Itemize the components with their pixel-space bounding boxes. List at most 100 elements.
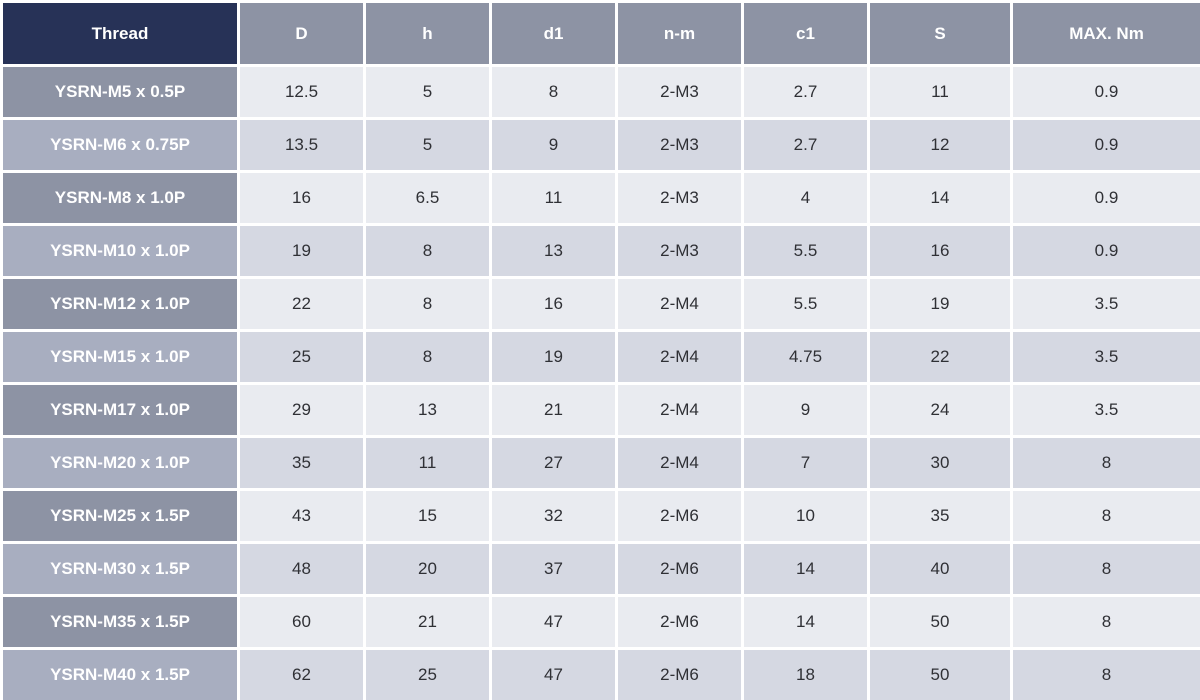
data-cell: 22 — [240, 279, 363, 329]
data-cell: 40 — [870, 544, 1010, 594]
data-cell: 35 — [240, 438, 363, 488]
row-label: YSRN-M20 x 1.0P — [3, 438, 237, 488]
data-cell: 19 — [240, 226, 363, 276]
data-cell: 10 — [744, 491, 867, 541]
data-cell: 2-M3 — [618, 173, 741, 223]
data-cell: 47 — [492, 650, 615, 700]
row-label: YSRN-M5 x 0.5P — [3, 67, 237, 117]
data-cell: 8 — [366, 332, 489, 382]
data-cell: 8 — [492, 67, 615, 117]
data-cell: 8 — [1013, 544, 1200, 594]
data-cell: 60 — [240, 597, 363, 647]
data-cell: 9 — [744, 385, 867, 435]
row-label: YSRN-M40 x 1.5P — [3, 650, 237, 700]
row-label: YSRN-M15 x 1.0P — [3, 332, 237, 382]
row-label: YSRN-M30 x 1.5P — [3, 544, 237, 594]
table-header-row: Thread D h d1 n-m c1 S MAX. Nm — [3, 3, 1200, 64]
table-row: YSRN-M40 x 1.5P 62 25 47 2-M6 18 50 8 — [3, 650, 1200, 700]
data-cell: 27 — [492, 438, 615, 488]
table-row: YSRN-M35 x 1.5P 60 21 47 2-M6 14 50 8 — [3, 597, 1200, 647]
data-cell: 0.9 — [1013, 226, 1200, 276]
data-cell: 2-M4 — [618, 385, 741, 435]
data-cell: 13 — [492, 226, 615, 276]
data-cell: 2-M3 — [618, 120, 741, 170]
table-row: YSRN-M17 x 1.0P 29 13 21 2-M4 9 24 3.5 — [3, 385, 1200, 435]
data-cell: 16 — [240, 173, 363, 223]
data-cell: 12 — [870, 120, 1010, 170]
data-cell: 9 — [492, 120, 615, 170]
data-cell: 21 — [366, 597, 489, 647]
data-cell: 25 — [366, 650, 489, 700]
data-cell: 29 — [240, 385, 363, 435]
data-cell: 11 — [492, 173, 615, 223]
data-cell: 50 — [870, 650, 1010, 700]
data-cell: 3.5 — [1013, 332, 1200, 382]
data-cell: 5.5 — [744, 279, 867, 329]
table-body: YSRN-M5 x 0.5P 12.5 5 8 2-M3 2.7 11 0.9 YSRN-M6 … — [3, 67, 1200, 700]
data-cell: 47 — [492, 597, 615, 647]
data-cell: 14 — [744, 544, 867, 594]
table-row: YSRN-M25 x 1.5P 43 15 32 2-M6 10 35 8 — [3, 491, 1200, 541]
data-cell: 2-M4 — [618, 279, 741, 329]
data-cell: 11 — [870, 67, 1010, 117]
data-cell: 30 — [870, 438, 1010, 488]
data-cell: 5 — [366, 67, 489, 117]
table-row: YSRN-M6 x 0.75P 13.5 5 9 2-M3 2.7 12 0.9 — [3, 120, 1200, 170]
data-cell: 13 — [366, 385, 489, 435]
data-cell: 8 — [1013, 650, 1200, 700]
data-cell: 5.5 — [744, 226, 867, 276]
header-d1: d1 — [492, 3, 615, 64]
data-cell: 2-M6 — [618, 597, 741, 647]
data-cell: 62 — [240, 650, 363, 700]
data-cell: 16 — [870, 226, 1010, 276]
table-row: YSRN-M30 x 1.5P 48 20 37 2-M6 14 40 8 — [3, 544, 1200, 594]
data-cell: 11 — [366, 438, 489, 488]
data-cell: 0.9 — [1013, 173, 1200, 223]
row-label: YSRN-M35 x 1.5P — [3, 597, 237, 647]
header-c1: c1 — [744, 3, 867, 64]
data-cell: 50 — [870, 597, 1010, 647]
data-cell: 13.5 — [240, 120, 363, 170]
data-cell: 8 — [1013, 438, 1200, 488]
header-h: h — [366, 3, 489, 64]
data-cell: 37 — [492, 544, 615, 594]
data-cell: 12.5 — [240, 67, 363, 117]
data-cell: 8 — [1013, 491, 1200, 541]
data-cell: 2-M3 — [618, 67, 741, 117]
header-thread: Thread — [3, 3, 237, 64]
data-cell: 2-M6 — [618, 650, 741, 700]
header-max-nm: MAX. Nm — [1013, 3, 1200, 64]
data-cell: 19 — [870, 279, 1010, 329]
header-n-m: n-m — [618, 3, 741, 64]
table-row: YSRN-M5 x 0.5P 12.5 5 8 2-M3 2.7 11 0.9 — [3, 67, 1200, 117]
table-row: YSRN-M15 x 1.0P 25 8 19 2-M4 4.75 22 3.5 — [3, 332, 1200, 382]
data-cell: 2-M6 — [618, 544, 741, 594]
data-cell: 4.75 — [744, 332, 867, 382]
data-cell: 32 — [492, 491, 615, 541]
data-cell: 3.5 — [1013, 385, 1200, 435]
data-cell: 14 — [744, 597, 867, 647]
data-cell: 2.7 — [744, 67, 867, 117]
row-label: YSRN-M10 x 1.0P — [3, 226, 237, 276]
data-cell: 0.9 — [1013, 67, 1200, 117]
data-cell: 25 — [240, 332, 363, 382]
data-cell: 48 — [240, 544, 363, 594]
data-cell: 6.5 — [366, 173, 489, 223]
data-cell: 21 — [492, 385, 615, 435]
data-cell: 2-M4 — [618, 332, 741, 382]
data-cell: 5 — [366, 120, 489, 170]
data-cell: 7 — [744, 438, 867, 488]
data-cell: 22 — [870, 332, 1010, 382]
data-cell: 8 — [1013, 597, 1200, 647]
data-cell: 8 — [366, 279, 489, 329]
table-row: YSRN-M12 x 1.0P 22 8 16 2-M4 5.5 19 3.5 — [3, 279, 1200, 329]
data-cell: 20 — [366, 544, 489, 594]
data-cell: 18 — [744, 650, 867, 700]
data-cell: 0.9 — [1013, 120, 1200, 170]
row-label: YSRN-M25 x 1.5P — [3, 491, 237, 541]
row-label: YSRN-M8 x 1.0P — [3, 173, 237, 223]
row-label: YSRN-M17 x 1.0P — [3, 385, 237, 435]
data-cell: 43 — [240, 491, 363, 541]
data-cell: 2-M4 — [618, 438, 741, 488]
